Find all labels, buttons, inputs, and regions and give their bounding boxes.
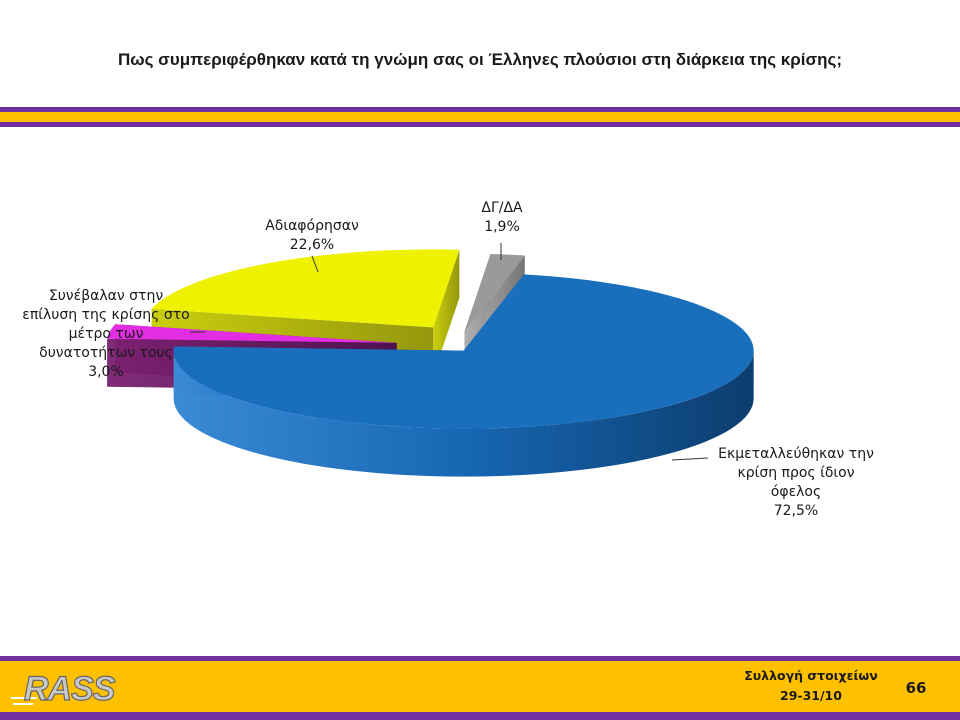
slice-category-yellow: Αδιαφόρησαν [265,218,359,234]
slice-top-magenta [107,324,397,343]
slice-category-magenta: μέτρο των [69,326,144,342]
slice-side-blue [173,350,754,477]
leader-line-yellow [311,255,319,273]
slice-cut-yellow [433,249,460,376]
slice-top-yellow [151,249,460,328]
header-band-gold [0,112,960,122]
slice-value-gray: 1,9% [484,219,520,235]
slice-category-blue: κρίση προς ίδιον [737,465,854,481]
rass-logo: RASS [10,669,117,709]
header-band-purple-top [0,107,960,112]
slice-category-gray: ΔΓ/ΔΑ [481,200,523,216]
leader-line-blue [671,457,709,461]
page-title: Πως συμπεριφέρθηκαν κατά τη γνώμη σας οι… [117,50,843,69]
slice-category-magenta: επίλυση της κρίσης στο [22,307,189,323]
slice-top-blue [173,274,754,429]
slice-label-blue: Εκμεταλλεύθηκαν την κρίση προς ίδιον όφελο… [671,446,874,519]
slice-label-yellow: Αδιαφόρησαν 22,6% [265,218,359,273]
slice-category-magenta: Συνέβαλαν στην [49,288,163,304]
footer-band-purple-top [0,656,960,661]
page-number: 66 [905,679,927,697]
footer-band-purple-bottom [0,712,960,720]
slice-value-yellow: 22,6% [290,237,334,253]
footer-line1: Συλλογή στοιχείων [744,668,878,683]
slice-value-magenta: 3,0% [88,364,124,380]
footer-info: Συλλογή στοιχείων 29-31/10 [738,666,884,706]
slice-label-gray: ΔΓ/ΔΑ 1,9% [481,200,523,260]
logo-text: RASS [24,670,116,708]
slice-category-blue: όφελος [771,484,821,500]
footer-line2: 29-31/10 [780,688,842,703]
header-band-purple-bottom [0,122,960,127]
footer-bar [0,661,960,712]
slice-category-blue: Εκμεταλλεύθηκαν την [718,446,874,462]
pie-chart: Εκμεταλλεύθηκαν την κρίση προς ίδιον όφελο… [22,200,874,519]
slice-category-magenta: δυνατοτήτων τους [39,345,173,361]
slice-top-gray [464,254,525,332]
slice-label-magenta: Συνέβαλαν στην επίλυση της κρίσης στο μέτρ… [22,288,205,380]
slice-value-blue: 72,5% [774,503,818,519]
pie-slice-blue [173,274,754,477]
